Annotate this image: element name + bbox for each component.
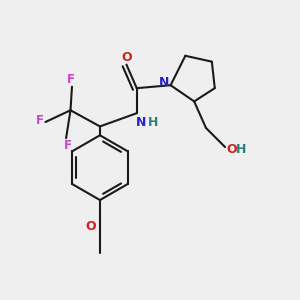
Text: H: H (236, 143, 247, 156)
Text: H: H (148, 116, 158, 128)
Text: O: O (121, 51, 132, 64)
Text: F: F (36, 114, 43, 127)
Text: O: O (86, 220, 96, 233)
Text: N: N (159, 76, 169, 89)
Text: F: F (64, 139, 72, 152)
Text: N: N (136, 116, 146, 128)
Text: F: F (67, 73, 74, 86)
Text: O: O (226, 143, 237, 156)
